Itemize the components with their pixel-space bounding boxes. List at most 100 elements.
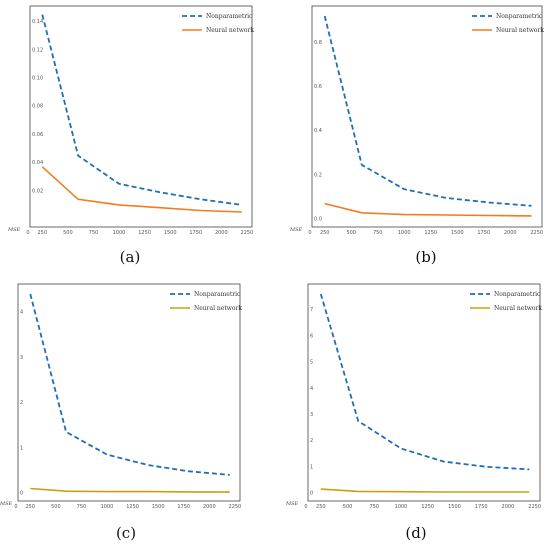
- y-tick-label: 0.4: [314, 128, 322, 134]
- y-tick-label: 0.04: [32, 160, 43, 166]
- x-tick-label: 2000: [215, 230, 228, 236]
- series-line-nonparametric: [41, 14, 242, 206]
- x-tick-label: 2000: [502, 504, 515, 510]
- x-tick-label: 1000: [395, 504, 408, 510]
- x-tick-label: 1250: [126, 504, 139, 510]
- legend-label: Nonparametric: [494, 291, 541, 298]
- x-tick-label: 1500: [164, 230, 177, 236]
- y-tick-label: 0.12: [32, 47, 43, 53]
- x-tick-label: 1750: [477, 230, 490, 236]
- panel-a: 0.02 0.04 0.06 0.08 0.10 0.12 0.14 250 500 750 100…: [0, 0, 272, 275]
- x-tick-label: 1750: [177, 504, 190, 510]
- series-line-neural-network: [30, 487, 230, 493]
- x-tick-label: 1500: [451, 230, 464, 236]
- x-tick-label: 750: [89, 230, 99, 236]
- series-line-nonparametric: [319, 293, 530, 471]
- x-tick-label: 750: [373, 230, 383, 236]
- series-line-nonparametric: [29, 293, 230, 476]
- y-tick-label: 7: [310, 307, 313, 313]
- y-tick-label: 3: [310, 412, 313, 418]
- y-tick-label: 1: [310, 464, 313, 470]
- x-tick-label: 500: [346, 230, 356, 236]
- chart-b: 0.0 0.2 0.4 0.6 0.8 250 500 750 1000 1250 1500 1750…: [289, 5, 544, 236]
- panel-d: 0 1 2 3 4 5 6 7 250 500 750 1000 1250 1500 1750 2000 225…: [272, 278, 544, 550]
- y-tick-label: 0.2: [314, 172, 322, 178]
- series-line-nonparametric: [323, 15, 532, 207]
- y-tick-label: 0.10: [32, 76, 43, 82]
- chart-a: 0.02 0.04 0.06 0.08 0.10 0.12 0.14 250 500 750 100…: [7, 5, 254, 236]
- legend-label: Neural network: [494, 305, 542, 312]
- x-tick-label: 250: [26, 504, 36, 510]
- x-tick-label: 1000: [113, 230, 126, 236]
- y-tick-label: 0: [310, 491, 313, 497]
- y-axis-label: MSE: [0, 501, 13, 507]
- legend-label: Nonparametric: [496, 13, 543, 20]
- x-tick-label-zero: 0: [26, 230, 29, 236]
- y-tick-label: 2: [310, 438, 313, 444]
- x-tick-label: 1250: [421, 504, 434, 510]
- plot-frame: [17, 283, 241, 502]
- x-tick-label: 750: [77, 504, 87, 510]
- y-tick-label: 0.08: [32, 104, 43, 110]
- x-tick-label: 2250: [530, 230, 543, 236]
- y-tick-label: 3: [20, 355, 23, 361]
- panel-a-caption: (a): [119, 248, 141, 266]
- y-axis-label: MSE: [285, 501, 299, 507]
- x-tick-label: 500: [343, 504, 353, 510]
- y-tick-label: 4: [310, 386, 313, 392]
- x-tick-label: 2250: [229, 504, 242, 510]
- x-tick-label: 1000: [398, 230, 411, 236]
- x-tick-label: 1500: [448, 504, 461, 510]
- x-tick-label: 1000: [101, 504, 114, 510]
- x-tick-label: 2000: [203, 504, 216, 510]
- legend-label: Nonparametric: [206, 13, 253, 20]
- y-tick-label: 0.14: [32, 19, 43, 25]
- chart-d: 0 1 2 3 4 5 6 7 250 500 750 1000 1250 1500 1750 2000 225…: [285, 283, 542, 510]
- series-line-neural-network: [41, 166, 242, 213]
- panel-b-caption: (b): [415, 248, 437, 266]
- series-line-neural-network: [324, 202, 532, 217]
- x-tick-label: 1500: [152, 504, 165, 510]
- y-tick-label: 2: [20, 400, 23, 406]
- plot-frame: [307, 283, 541, 502]
- x-tick-label: 1750: [189, 230, 202, 236]
- x-tick-label: 500: [51, 504, 61, 510]
- y-tick-label: 0.6: [314, 84, 322, 90]
- x-tick-label: 750: [370, 504, 380, 510]
- panel-d-caption: (d): [405, 524, 427, 542]
- x-tick-label: 1250: [424, 230, 437, 236]
- y-tick-label: 0.0: [314, 217, 322, 223]
- x-tick-label: 2250: [528, 504, 541, 510]
- y-tick-label: 0.06: [32, 132, 43, 138]
- x-tick-label-zero: 0: [308, 230, 311, 236]
- x-tick-label-zero: 0: [304, 504, 307, 510]
- x-tick-label: 250: [320, 230, 330, 236]
- x-tick-label: 2000: [504, 230, 517, 236]
- y-axis-label: MSE: [289, 227, 303, 233]
- series-line-neural-network: [320, 488, 530, 493]
- panel-c-caption: (c): [115, 524, 137, 542]
- x-tick-label: 250: [316, 504, 326, 510]
- y-tick-label: 0.02: [32, 188, 43, 194]
- panel-c: 0 1 2 3 4 250 500 750 1000 1250 1500 1750 2000 2250 0 M…: [0, 278, 272, 550]
- y-axis-label: MSE: [7, 227, 21, 233]
- legend-label: Neural network: [194, 305, 242, 312]
- y-tick-label: 5: [310, 360, 313, 366]
- plot-frame: [311, 5, 543, 228]
- x-tick-label: 1250: [138, 230, 151, 236]
- plot-frame: [29, 5, 253, 228]
- x-tick-label: 2250: [241, 230, 254, 236]
- x-tick-label: 1750: [475, 504, 488, 510]
- legend-label: Neural network: [206, 27, 254, 34]
- y-tick-label: 6: [310, 333, 313, 339]
- y-tick-label: 0.8: [314, 40, 322, 46]
- x-tick-label-zero: 0: [14, 504, 17, 510]
- legend-label: Nonparametric: [194, 291, 241, 298]
- x-tick-label: 250: [38, 230, 48, 236]
- legend-label: Neural network: [496, 27, 544, 34]
- panel-b: 0.0 0.2 0.4 0.6 0.8 250 500 750 1000 1250 1500 1750…: [272, 0, 544, 275]
- x-tick-label: 500: [63, 230, 73, 236]
- y-tick-label: 1: [20, 445, 23, 451]
- y-tick-label: 4: [20, 310, 23, 316]
